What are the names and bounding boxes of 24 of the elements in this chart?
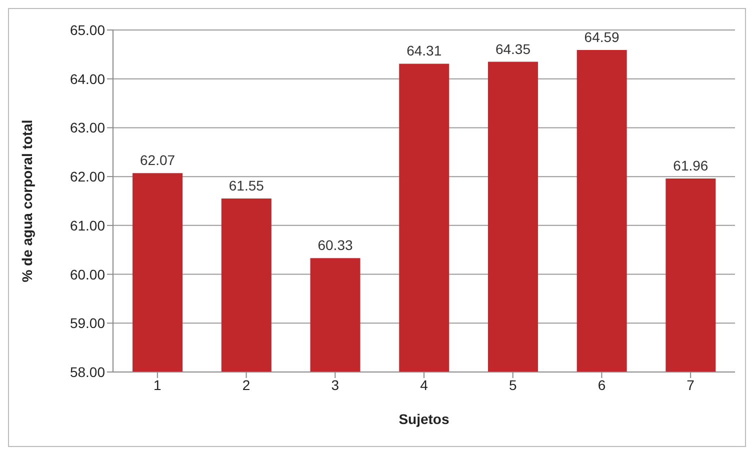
x-tick-label: 6 — [598, 376, 606, 393]
x-tick-label: 3 — [331, 376, 340, 393]
y-tick-label: 62.00 — [70, 168, 106, 185]
x-axis-title: Sujetos — [398, 411, 450, 427]
y-tick-label: 63.00 — [70, 120, 106, 136]
x-tick-label: 2 — [242, 376, 250, 393]
data-label: 64.31 — [406, 42, 442, 59]
data-label: 61.96 — [673, 158, 708, 174]
data-label: 62.07 — [140, 152, 176, 168]
y-tick-label: 58.00 — [70, 364, 106, 380]
y-tick-label: 65.00 — [70, 22, 106, 38]
x-tick-label: 5 — [508, 376, 517, 393]
x-tick-label: 1 — [154, 376, 162, 393]
x-tick-label: 4 — [420, 376, 428, 393]
x-tick-label: 7 — [686, 376, 695, 393]
y-tick-label: 64.00 — [70, 70, 106, 87]
y-tick-label: 60.00 — [70, 266, 106, 282]
y-tick-label: 59.00 — [70, 315, 106, 332]
data-label: 60.33 — [318, 237, 353, 254]
y-tick-label: 61.00 — [70, 217, 106, 234]
data-label: 64.59 — [584, 29, 620, 46]
data-label: 64.35 — [495, 40, 531, 57]
y-axis-title: % de agua corporal total — [18, 120, 35, 282]
data-label: 61.55 — [228, 178, 264, 194]
